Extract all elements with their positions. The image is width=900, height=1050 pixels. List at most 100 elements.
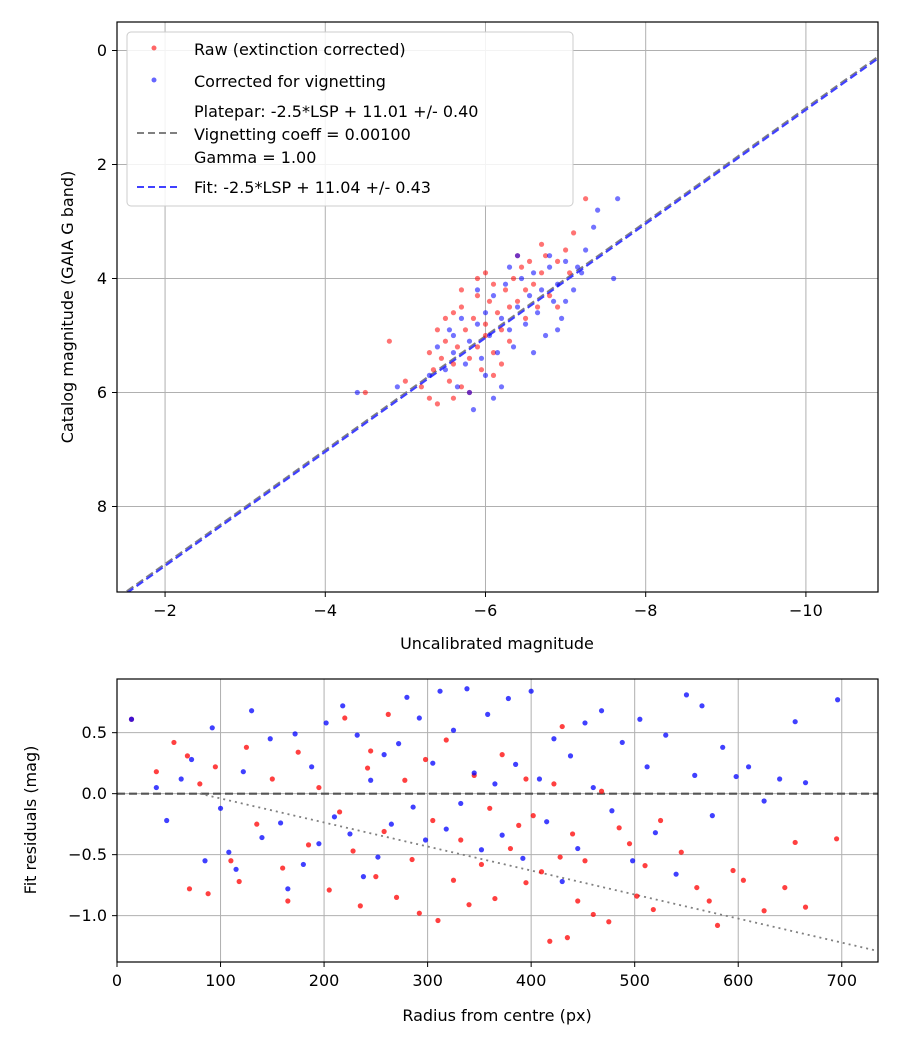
top-corrected-point bbox=[506, 327, 513, 333]
bot-raw-point bbox=[499, 752, 505, 758]
top-raw-point bbox=[434, 401, 441, 407]
top-raw-point bbox=[554, 258, 561, 264]
bot-raw-point bbox=[280, 865, 286, 871]
bot-corrected-point bbox=[492, 781, 498, 787]
bot-raw-point bbox=[243, 744, 250, 750]
bot-corrected-point bbox=[663, 732, 669, 738]
bot-corrected-point bbox=[331, 814, 338, 820]
bot-raw-point bbox=[730, 867, 736, 874]
bottom-x-ticks: 0 100 200 300 400 500 600 700 bbox=[112, 962, 857, 990]
top-y-tick-label: 6 bbox=[97, 383, 107, 402]
bot-raw-point bbox=[364, 765, 371, 771]
top-y-tick-label: 4 bbox=[97, 269, 107, 288]
top-corrected-point bbox=[579, 270, 585, 276]
top-raw-point bbox=[514, 298, 521, 304]
bot-x-tick-label: 300 bbox=[412, 971, 443, 990]
bot-raw-point bbox=[368, 748, 374, 754]
bot-raw-point bbox=[385, 711, 391, 717]
top-corrected-point bbox=[546, 264, 553, 270]
top-raw-point bbox=[530, 281, 537, 287]
bot-corrected-point bbox=[368, 777, 374, 783]
bot-corrected-point bbox=[802, 780, 809, 786]
bot-corrected-point bbox=[544, 819, 550, 825]
bot-x-tick-label: 500 bbox=[619, 971, 650, 990]
bot-corrected-point bbox=[202, 858, 208, 864]
bot-raw-point bbox=[564, 935, 570, 941]
bot-corrected-point bbox=[354, 732, 360, 738]
top-corrected-point bbox=[442, 367, 449, 373]
bottom-y-axis-label: Fit residuals (mag) bbox=[21, 746, 40, 895]
top-raw-point bbox=[482, 321, 489, 327]
top-raw-point bbox=[450, 310, 457, 316]
legend-label-raw: Raw (extinction corrected) bbox=[194, 40, 406, 59]
bot-raw-point bbox=[547, 938, 553, 944]
top-raw-point bbox=[450, 395, 457, 401]
bot-corrected-point bbox=[347, 831, 353, 837]
top-raw-point bbox=[538, 270, 545, 276]
bot-corrected-point bbox=[582, 720, 588, 726]
top-y-tick-label: 8 bbox=[97, 497, 107, 516]
bot-corrected-point bbox=[285, 886, 291, 892]
top-raw-point bbox=[522, 287, 529, 293]
top-corrected-point bbox=[394, 384, 400, 390]
bot-raw-point bbox=[435, 917, 441, 924]
top-raw-point bbox=[534, 304, 541, 310]
top-corrected-point bbox=[498, 315, 505, 321]
bot-raw-point bbox=[598, 788, 605, 794]
bottom-axes-frame bbox=[116, 678, 879, 963]
top-corrected-point bbox=[615, 196, 621, 202]
bot-corrected-point bbox=[396, 741, 402, 747]
bot-corrected-point bbox=[644, 764, 650, 770]
top-raw-point bbox=[454, 344, 461, 350]
bot-corrected-point bbox=[709, 813, 715, 819]
top-x-ticks: −2 −4 −6 −8 −10 bbox=[153, 592, 823, 620]
bot-raw-point bbox=[538, 869, 545, 875]
top-corrected-point bbox=[510, 344, 517, 350]
top-raw-point bbox=[482, 270, 489, 276]
bot-corrected-point bbox=[443, 826, 449, 832]
top-raw-point bbox=[470, 315, 477, 321]
top-corrected-point bbox=[554, 327, 561, 333]
top-corrected-point bbox=[490, 293, 497, 299]
bot-raw-point bbox=[590, 911, 596, 918]
top-corrected-point bbox=[562, 298, 569, 304]
bot-corrected-point bbox=[360, 874, 367, 880]
top-x-tick-label: −2 bbox=[153, 601, 177, 620]
bot-raw-point bbox=[507, 845, 514, 852]
bot-corrected-point bbox=[340, 703, 346, 709]
bot-raw-point bbox=[409, 856, 415, 863]
top-corrected-point bbox=[562, 258, 569, 264]
bot-raw-point bbox=[285, 898, 291, 904]
top-raw-point bbox=[446, 378, 453, 384]
top-raw-point bbox=[486, 298, 493, 304]
top-corrected-point bbox=[526, 293, 533, 299]
bot-raw-point bbox=[393, 894, 400, 900]
bot-corrected-point bbox=[277, 820, 284, 826]
bot-y-tick-label: 0.0 bbox=[82, 784, 107, 803]
bot-corrected-point bbox=[388, 821, 394, 827]
legend-label-platepar-3: Gamma = 1.00 bbox=[194, 148, 316, 167]
bot-corrected-point bbox=[513, 761, 519, 767]
bot-raw-point bbox=[634, 893, 640, 899]
top-raw-point bbox=[450, 361, 457, 367]
top-raw-point bbox=[526, 258, 533, 264]
top-raw-point bbox=[498, 327, 505, 333]
top-y-tick-label: 0 bbox=[97, 41, 107, 60]
top-raw-point bbox=[498, 361, 505, 367]
bot-raw-point bbox=[714, 922, 721, 929]
bot-line-vignetting bbox=[199, 792, 878, 952]
top-raw-point bbox=[518, 264, 525, 270]
top-corrected-point bbox=[534, 310, 541, 316]
bot-raw-point bbox=[466, 902, 472, 908]
top-raw-point bbox=[438, 355, 445, 361]
bot-raw-point bbox=[295, 749, 301, 755]
bot-raw-point bbox=[650, 906, 656, 913]
bot-corrected-point bbox=[536, 776, 543, 782]
top-corrected-point bbox=[591, 224, 597, 230]
bot-raw-point bbox=[706, 898, 712, 904]
top-corrected-point bbox=[434, 344, 441, 350]
bot-corrected-point bbox=[437, 688, 443, 694]
top-raw-point bbox=[482, 332, 489, 339]
bot-corrected-point bbox=[733, 773, 739, 780]
top-y-axis-label: Catalog magnitude (GAIA G band) bbox=[58, 171, 77, 443]
